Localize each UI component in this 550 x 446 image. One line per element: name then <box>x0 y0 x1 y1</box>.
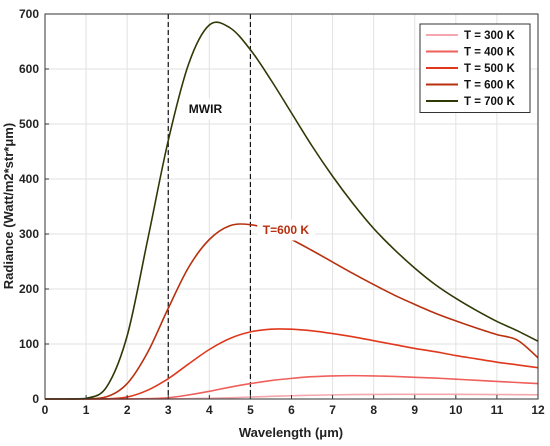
y-tick-label: 500 <box>19 117 39 131</box>
legend-entry-label: T = 600 K <box>464 80 516 92</box>
y-tick-label: 300 <box>19 227 39 241</box>
annotation-label: T=600 K <box>263 223 310 237</box>
y-tick-label: 700 <box>19 7 39 21</box>
y-axis-ticks: 0 100 200 300 400 500 600 700 <box>19 7 49 406</box>
legend-entry-label: T = 300 K <box>464 30 516 42</box>
y-tick-label: 0 <box>32 392 39 406</box>
y-axis-label: Radiance (Watt/m2*str*μm) <box>1 123 16 289</box>
x-tick-label: 6 <box>288 403 295 417</box>
legend-entry-label: T = 500 K <box>464 63 516 75</box>
x-tick-label: 8 <box>370 403 377 417</box>
x-axis-ticks: 0 1 2 3 4 5 6 7 8 9 10 11 12 <box>42 395 545 417</box>
x-tick-label: 10 <box>449 403 463 417</box>
y-tick-label: 600 <box>19 62 39 76</box>
x-tick-label: 11 <box>491 403 504 417</box>
series-line-5 <box>44 21 539 400</box>
legend-entry-label: T = 400 K <box>464 47 516 59</box>
x-tick-label: 4 <box>206 403 213 417</box>
y-tick-label: 400 <box>19 172 39 186</box>
y-tick-label: 200 <box>19 282 39 296</box>
x-tick-label: 2 <box>124 403 131 417</box>
x-tick-label: 1 <box>83 403 90 417</box>
annotation-box <box>257 219 315 241</box>
x-tick-label: 5 <box>247 403 254 417</box>
x-tick-label: 12 <box>531 403 545 417</box>
y-tick-label: 100 <box>19 337 39 351</box>
x-tick-label: 0 <box>42 403 49 417</box>
x-tick-label: 7 <box>329 403 336 417</box>
x-tick-label: 9 <box>411 403 418 417</box>
x-axis-label: Wavelength (μm) <box>239 425 343 440</box>
region-boundary-lines <box>167 14 252 399</box>
legend: T = 300 K T = 400 K T = 500 K T = 600 K T = … <box>419 23 531 113</box>
annotations: MWIR T=600 K <box>183 98 315 241</box>
annotation-label: MWIR <box>189 102 223 116</box>
legend-entry-label: T = 700 K <box>464 96 516 108</box>
annotation-box <box>183 98 228 120</box>
x-tick-label: 3 <box>165 403 172 417</box>
